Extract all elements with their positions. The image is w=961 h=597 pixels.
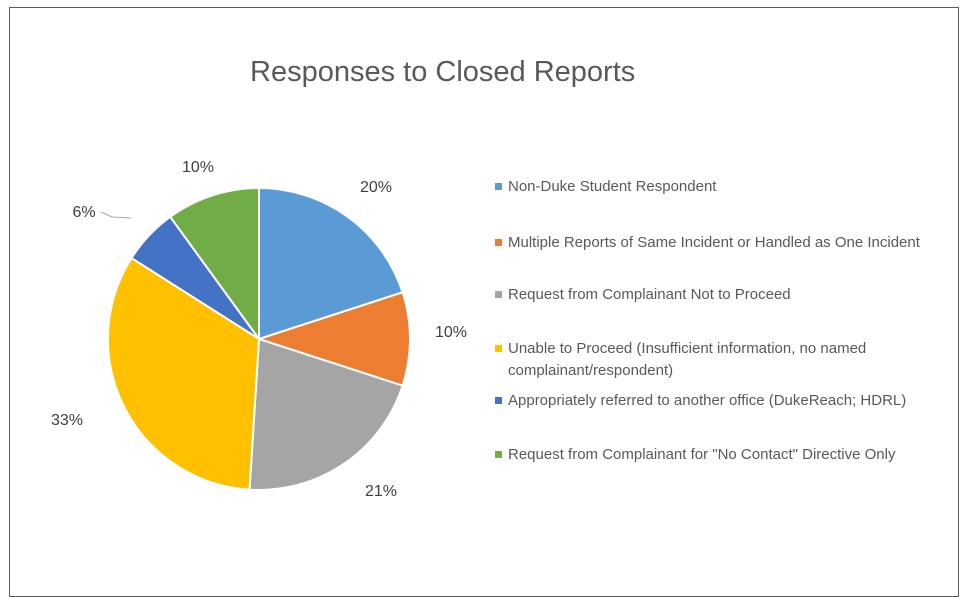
- legend-swatch: [495, 345, 502, 352]
- legend-item: Unable to Proceed (Insufficient informat…: [495, 338, 925, 382]
- pie-slice: [258, 186, 404, 341]
- slice-percent-label: 21%: [365, 483, 397, 500]
- slice-percent-label: 20%: [360, 179, 392, 196]
- legend-swatch: [495, 397, 502, 404]
- legend-item: Appropriately referred to another office…: [495, 390, 925, 412]
- legend-label: Multiple Reports of Same Incident or Han…: [508, 234, 920, 251]
- legend-label: Non-Duke Student Respondent: [508, 178, 717, 195]
- leader-line: [100, 211, 132, 219]
- legend-label: Request from Complainant Not to Proceed: [508, 286, 791, 303]
- chart-title: Responses to Closed Reports: [250, 56, 636, 88]
- legend-swatch: [495, 451, 502, 458]
- slice-percent-label: 6%: [72, 204, 95, 221]
- pie-chart: 20% 10% 21% 33% 6% 10%: [51, 159, 467, 500]
- slice-percent-label: 33%: [51, 412, 83, 429]
- legend-label: Appropriately referred to another office…: [508, 392, 907, 409]
- legend-swatch: [495, 239, 502, 246]
- legend-swatch: [495, 291, 502, 298]
- slice-percent-label: 10%: [182, 159, 214, 176]
- legend-label: Request from Complainant for "No Contact…: [508, 446, 896, 463]
- legend-label: Unable to Proceed (Insufficient informat…: [508, 340, 867, 379]
- pie-slice: [248, 337, 404, 491]
- legend-item: Request from Complainant for "No Contact…: [495, 444, 925, 466]
- legend-item: Multiple Reports of Same Incident or Han…: [495, 232, 925, 254]
- slice-percent-label: 10%: [435, 324, 467, 341]
- legend-swatch: [495, 183, 502, 190]
- legend-item: Request from Complainant Not to Proceed: [495, 284, 925, 306]
- pie-slice: [255, 291, 411, 387]
- legend-item: Non-Duke Student Respondent: [495, 176, 925, 198]
- pie-slice: [168, 186, 260, 343]
